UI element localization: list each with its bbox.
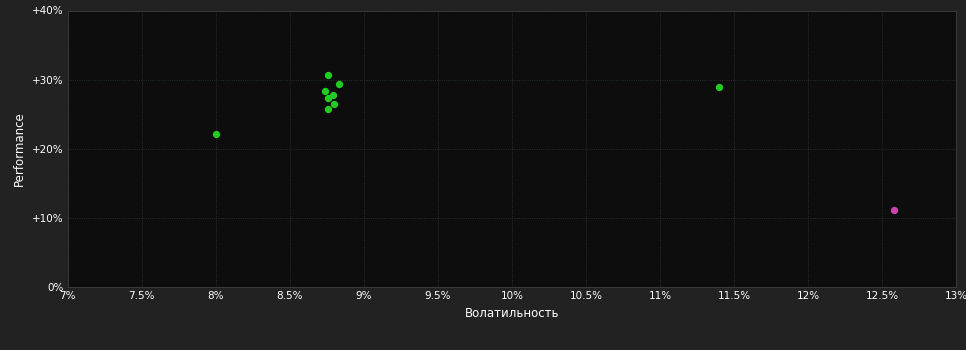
Point xyxy=(325,92,340,98)
Point xyxy=(321,106,336,111)
Point xyxy=(712,84,727,89)
Point xyxy=(327,101,342,107)
Point xyxy=(321,95,336,100)
X-axis label: Волатильность: Волатильность xyxy=(465,307,559,320)
Point xyxy=(887,207,902,212)
Point xyxy=(321,72,336,78)
Point xyxy=(331,81,347,86)
Point xyxy=(208,131,223,136)
Point xyxy=(318,89,333,94)
Y-axis label: Performance: Performance xyxy=(14,111,26,186)
